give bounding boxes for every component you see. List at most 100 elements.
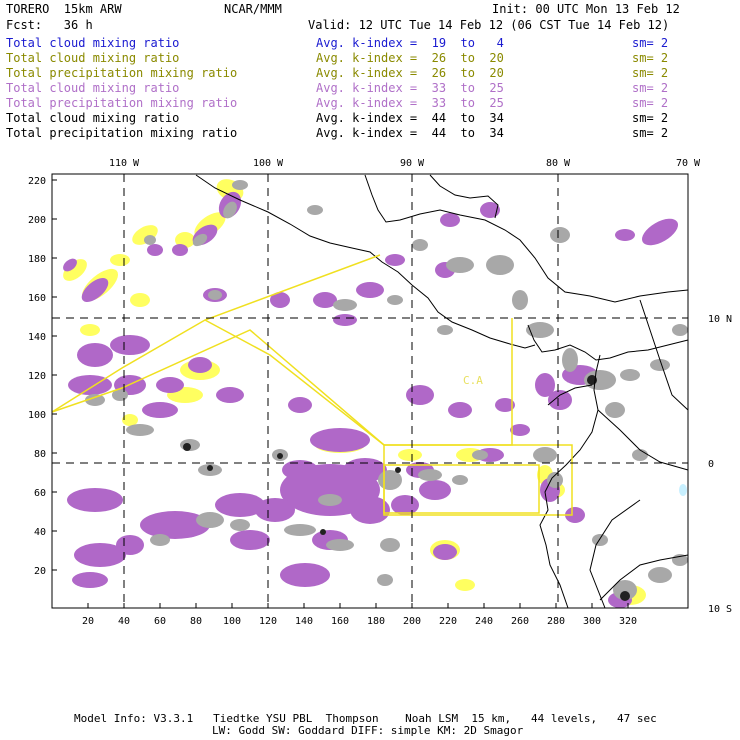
cloud-blob (326, 539, 354, 551)
latitude-label: 10 N (708, 314, 732, 325)
cloud-blob (412, 239, 428, 251)
cloud-blob (318, 494, 342, 506)
axis-labels: 20 40 60 80 100 120 140 160 180 200 220 240 260 280 30… (28, 158, 732, 627)
cloud-blob (343, 458, 387, 482)
cloud-blob (391, 495, 419, 515)
longitude-label: 100 W (253, 158, 284, 169)
legend-label: Total cloud mixing ratio (6, 36, 180, 50)
cloud-blob (648, 567, 672, 583)
longitude-label: 90 W (400, 158, 425, 169)
cloud-blob (547, 472, 563, 488)
cloud-blob (156, 377, 184, 393)
legend-label: Total cloud mixing ratio (6, 81, 180, 95)
cloud-blob (533, 447, 557, 463)
legend-sm: sm= 2 (632, 96, 669, 110)
y-tick-label: 100 (28, 410, 46, 421)
cloud-blob (215, 493, 265, 517)
region-label: C.A (463, 374, 483, 387)
legend-label: Total cloud mixing ratio (6, 51, 180, 65)
cloud-blob (548, 390, 572, 410)
cloud-blob (207, 465, 213, 471)
cloud-blob (67, 488, 123, 512)
cloud-blob (110, 335, 150, 355)
cloud-blob (85, 394, 105, 406)
cloud-blob (398, 449, 422, 461)
cloud-blob (440, 213, 460, 227)
x-tick-label: 20 (82, 616, 94, 627)
legend-stat: Avg. k-index = 26 to 20 (316, 66, 504, 80)
cloud-blob (679, 484, 687, 496)
cloud-blob (672, 324, 688, 336)
cloud-blob (68, 375, 112, 395)
cloud-blob (385, 254, 405, 266)
cloud-blob (433, 544, 457, 560)
legend-label: Total precipitation mixing ratio (6, 96, 238, 110)
cloud-blob (613, 580, 637, 600)
cloud-blob (495, 398, 515, 412)
model-info: Model Info: V3.3.1 Tiedtke YSU PBL Thomp… (74, 712, 657, 725)
cloud-blob (288, 397, 312, 413)
cloud-blob (356, 282, 384, 298)
longitude-label: 70 W (676, 158, 701, 169)
init-time: Init: 00 UTC Mon 13 Feb 12 (492, 2, 680, 16)
cloud-blob (437, 325, 453, 335)
cloud-blob (526, 322, 554, 338)
cloud-fields (63, 179, 688, 608)
cloud-blob (472, 450, 488, 460)
cloud-blob (147, 244, 163, 256)
cloud-blob (150, 534, 170, 546)
cloud-blob (74, 543, 126, 567)
legend-sm: sm= 2 (632, 81, 669, 95)
cloud-blob (216, 387, 244, 403)
cloud-blob (122, 414, 138, 426)
cloud-blob (208, 290, 222, 300)
cloud-blob (77, 343, 113, 367)
cloud-blob (313, 292, 337, 308)
cloud-blob (307, 205, 323, 215)
cloud-blob (270, 292, 290, 308)
domain-boxes (51, 254, 573, 516)
y-tick-label: 180 (28, 254, 46, 265)
coastline (195, 174, 689, 609)
cloud-blob (72, 572, 108, 588)
cloud-blob (650, 359, 670, 371)
cloud-blob (183, 443, 191, 451)
cloud-blob (419, 480, 451, 500)
legend-stat: Avg. k-index = 44 to 34 (316, 126, 504, 140)
axis-ticks (52, 179, 629, 608)
x-tick-label: 80 (190, 616, 202, 627)
cloud-blob (387, 295, 403, 305)
x-tick-label: 240 (475, 616, 493, 627)
cloud-blob (377, 574, 393, 586)
cloud-blob (620, 591, 630, 601)
cloud-blob (605, 402, 625, 418)
cloud-blob (310, 428, 370, 452)
cloud-blob (620, 369, 640, 381)
y-tick-label: 220 (28, 176, 46, 187)
cloud-blob (172, 244, 188, 256)
y-tick-label: 160 (28, 293, 46, 304)
cloud-blob (188, 357, 212, 373)
latitude-label: 10 S (708, 604, 732, 615)
model-title: TORERO 15km ARW (6, 2, 122, 16)
cloud-blob (632, 449, 648, 461)
cloud-blob (280, 563, 330, 587)
cloud-blob (130, 293, 150, 307)
cloud-blob (446, 257, 474, 273)
valid-time: Valid: 12 UTC Tue 14 Feb 12 (06 CST Tue … (308, 18, 670, 32)
legend-sm: sm= 2 (632, 36, 669, 50)
y-tick-label: 80 (34, 449, 46, 460)
cloud-blob (230, 530, 270, 550)
y-tick-label: 140 (28, 332, 46, 343)
org-label: NCAR/MMM (224, 2, 282, 16)
x-tick-label: 140 (295, 616, 313, 627)
legend-sm: sm= 2 (632, 51, 669, 65)
legend-sm: sm= 2 (632, 126, 669, 140)
x-tick-label: 200 (403, 616, 421, 627)
cloud-blob (284, 524, 316, 536)
legend-stat: Avg. k-index = 26 to 20 (316, 51, 504, 65)
cloud-blob (395, 467, 401, 473)
x-tick-label: 120 (259, 616, 277, 627)
x-tick-label: 40 (118, 616, 130, 627)
legend-sm: sm= 2 (632, 111, 669, 125)
